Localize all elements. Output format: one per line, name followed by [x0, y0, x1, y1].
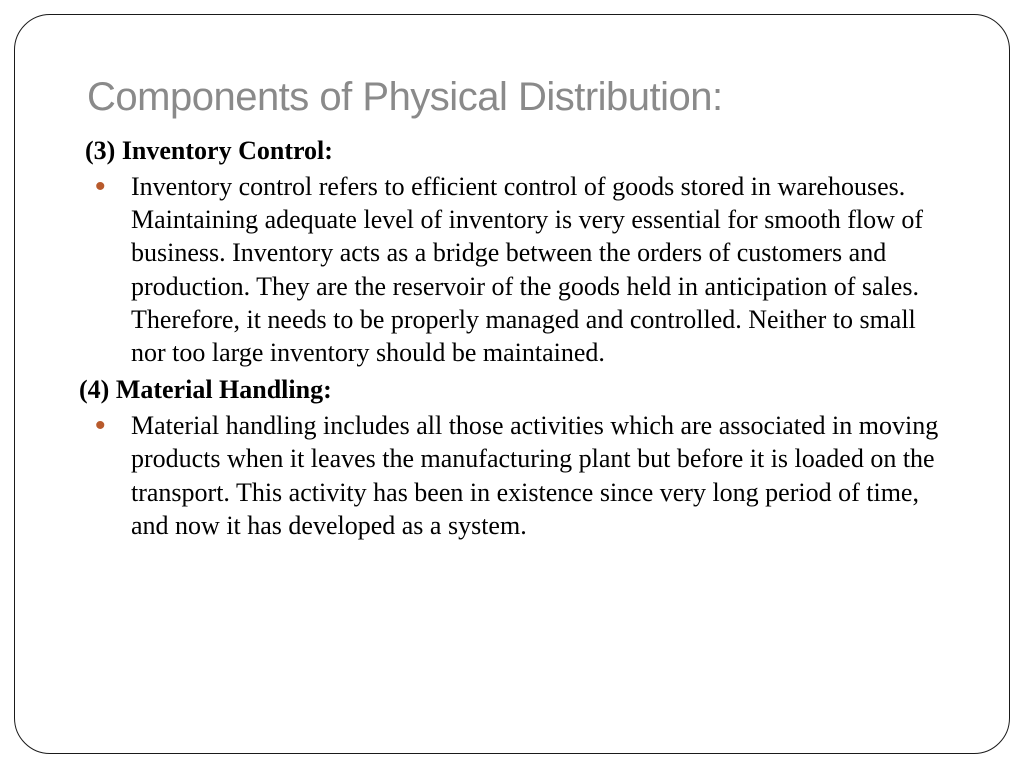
slide-title: Components of Physical Distribution:	[87, 75, 949, 120]
section-heading-material-handling: (4) Material Handling:	[79, 373, 949, 407]
bullet-list-1: Inventory control refers to efficient co…	[111, 170, 943, 370]
bullet-list-2: Material handling includes all those act…	[111, 409, 943, 542]
bullet-item: Inventory control refers to efficient co…	[111, 170, 943, 370]
section-heading-inventory-control: (3) Inventory Control:	[85, 134, 949, 168]
bullet-item: Material handling includes all those act…	[111, 409, 943, 542]
slide-frame: Components of Physical Distribution: (3)…	[14, 14, 1010, 754]
